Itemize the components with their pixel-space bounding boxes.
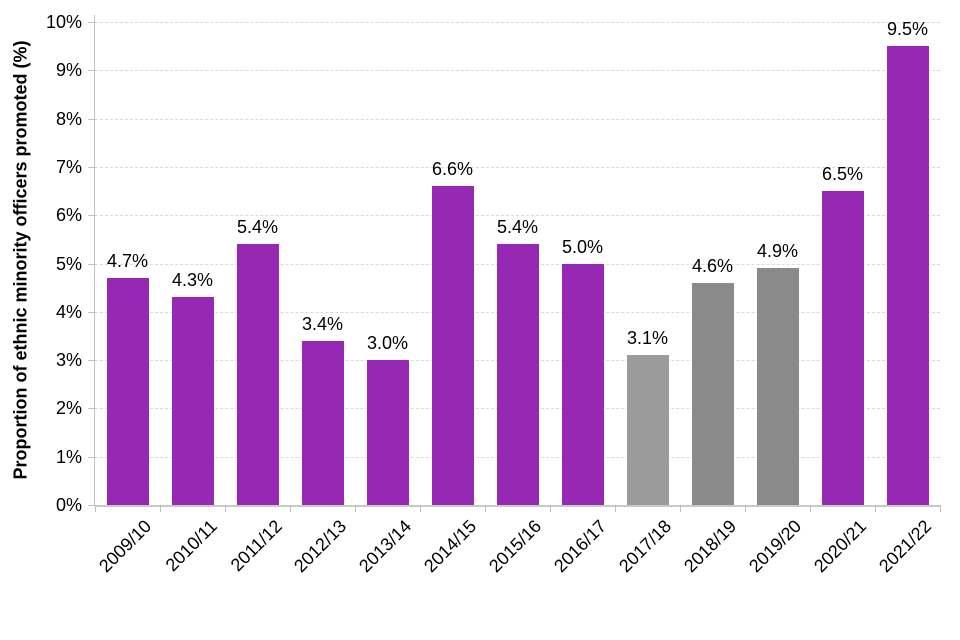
x-axis-tick-label: 2015/16 (485, 516, 546, 577)
y-tick-mark (88, 70, 95, 72)
bar-2013-14 (366, 360, 409, 505)
x-tick-mark (420, 505, 421, 512)
x-axis-line (95, 505, 940, 507)
x-tick-mark (680, 505, 681, 512)
bar-2017-18 (626, 355, 669, 505)
x-axis-tick-label: 2011/12 (226, 516, 286, 576)
gridline-9pct (95, 70, 940, 72)
y-tick-mark (88, 118, 95, 120)
bar-value-label: 4.7% (106, 250, 149, 271)
y-tick-mark (88, 215, 95, 217)
gridline-6pct (95, 215, 940, 217)
bar-2011-12 (236, 244, 279, 505)
x-tick-mark (745, 505, 746, 512)
y-tick-mark (88, 360, 95, 362)
y-tick-mark (88, 311, 95, 313)
bar-2012-13 (301, 340, 344, 505)
bar-value-label: 4.6% (691, 255, 734, 276)
x-tick-mark (225, 505, 226, 512)
bar-2016-17 (561, 263, 604, 505)
y-tick-mark (88, 263, 95, 265)
gridline-10pct (95, 22, 940, 23)
y-tick-mark (88, 408, 95, 410)
x-tick-mark (875, 505, 876, 512)
bar-value-label: 4.3% (171, 270, 214, 291)
x-tick-mark (160, 505, 161, 512)
x-tick-mark (355, 505, 356, 512)
bar-2018-19 (691, 282, 734, 505)
y-tick-mark (88, 166, 95, 168)
x-axis-tick-label: 2019/20 (745, 516, 806, 577)
y-axis-tick-label: 0% (55, 495, 82, 515)
y-axis-line (94, 15, 95, 505)
bar-value-label: 6.6% (431, 159, 474, 180)
bar-value-label: 4.9% (756, 241, 799, 262)
y-axis-tick-label: 2% (55, 398, 82, 419)
x-axis-tick-label: 2013/14 (355, 516, 416, 577)
bar-value-label: 3.0% (366, 333, 409, 354)
y-axis-tick-label: 10% (45, 12, 82, 32)
bar-value-label: 5.4% (236, 217, 279, 238)
x-tick-mark (810, 505, 811, 512)
x-tick-mark (550, 505, 551, 512)
bar-2009-10 (106, 277, 149, 505)
y-tick-mark (88, 456, 95, 458)
x-axis-tick-label: 2021/22 (875, 516, 936, 577)
x-axis-tick-label: 2020/21 (810, 516, 871, 577)
x-axis-tick-label: 2012/13 (290, 516, 351, 577)
bar-2014-15 (431, 186, 474, 505)
bar-2015-16 (496, 244, 539, 505)
x-axis-tick-label: 2009/10 (95, 516, 156, 577)
bar-value-label: 5.0% (561, 236, 604, 257)
x-tick-mark (95, 505, 96, 512)
y-axis-tick-label: 3% (55, 350, 82, 371)
x-tick-mark (615, 505, 616, 512)
x-tick-mark (290, 505, 291, 512)
bar-value-label: 5.4% (496, 217, 539, 238)
bar-value-label: 3.4% (301, 313, 344, 334)
bar-value-label: 3.1% (626, 328, 669, 349)
y-axis-tick-label: 7% (55, 156, 82, 177)
y-axis-tick-label: 4% (55, 301, 82, 322)
x-axis-tick-label: 2018/19 (680, 516, 741, 577)
x-axis-tick-label: 2010/11 (161, 516, 221, 576)
gridline-7pct (95, 166, 940, 168)
y-axis-tick-label: 9% (55, 60, 82, 81)
y-axis-tick-label: 5% (55, 253, 82, 274)
bar-2021-22 (886, 46, 929, 505)
bar-value-label: 6.5% (821, 164, 864, 185)
x-axis-tick-label: 2017/18 (615, 516, 676, 577)
bar-2010-11 (171, 297, 214, 505)
x-axis-tick-label: 2014/15 (420, 516, 481, 577)
bar-2020-21 (821, 191, 864, 505)
x-tick-mark (940, 505, 941, 512)
y-tick-mark (88, 22, 95, 23)
bar-2019-20 (756, 268, 799, 505)
y-axis-tick-label: 6% (55, 205, 82, 226)
x-tick-mark (485, 505, 486, 512)
gridline-8pct (95, 118, 940, 120)
bar-value-label: 9.5% (886, 19, 929, 40)
y-tick-mark (88, 505, 95, 506)
y-axis-tick-label: 8% (55, 108, 82, 129)
x-axis-tick-label: 2016/17 (550, 516, 611, 577)
y-axis-tick-label: 1% (55, 446, 82, 467)
